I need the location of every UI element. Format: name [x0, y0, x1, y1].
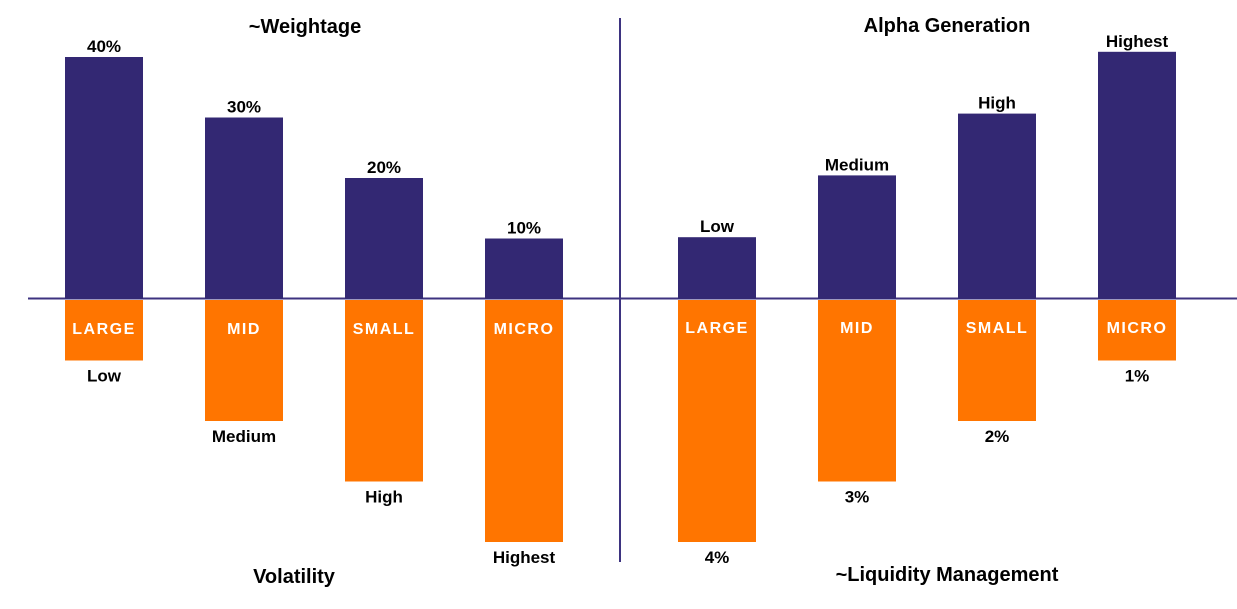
- bar-left-mid-up: [205, 117, 283, 299]
- right-top-title: Alpha Generation: [864, 15, 1031, 37]
- left-bottom-title: Volatility: [253, 566, 336, 588]
- bar-right-large-up: [678, 237, 756, 299]
- bar-label-right-small-down: 2%: [985, 427, 1010, 446]
- bar-label-left-large-up: 40%: [87, 37, 121, 56]
- bar-right-micro-up: [1098, 51, 1176, 299]
- chart-marks: 40% Low LARGE 30% Medium MID 20% High SMALL 10% Hi…: [65, 32, 1176, 567]
- bar-label-left-mid-up: 30%: [227, 98, 261, 117]
- category-label-right-large: LARGE: [685, 320, 749, 337]
- bar-right-small-up: [958, 113, 1036, 299]
- bar-left-mid-down: [205, 300, 283, 421]
- bar-label-right-mid-down: 3%: [845, 488, 870, 507]
- bar-right-micro-down: [1098, 300, 1176, 361]
- bar-label-left-small-up: 20%: [367, 158, 401, 177]
- right-bottom-title: ~Liquidity Management: [836, 564, 1059, 586]
- bar-right-large-down: [678, 300, 756, 542]
- category-label-right-mid: MID: [840, 320, 874, 337]
- category-label-left-large: LARGE: [72, 321, 136, 338]
- left-top-title: ~Weightage: [249, 16, 361, 38]
- bar-label-right-large-up: Low: [700, 217, 735, 236]
- bar-label-left-mid-down: Medium: [212, 427, 276, 446]
- bar-left-micro-up: [485, 238, 563, 299]
- bar-label-left-large-down: Low: [87, 367, 122, 386]
- category-label-left-micro: MICRO: [494, 321, 555, 338]
- bar-label-right-micro-down: 1%: [1125, 367, 1150, 386]
- bar-left-small-down: [345, 300, 423, 482]
- bar-label-left-micro-down: Highest: [493, 548, 556, 567]
- bar-label-right-small-up: High: [978, 94, 1016, 113]
- bar-label-right-micro-up: Highest: [1106, 32, 1169, 51]
- category-label-right-micro: MICRO: [1107, 320, 1168, 337]
- bar-label-right-mid-up: Medium: [825, 155, 889, 174]
- bar-right-mid-up: [818, 175, 896, 299]
- category-label-left-mid: MID: [227, 321, 261, 338]
- bar-label-left-small-down: High: [365, 488, 403, 507]
- bar-left-micro-down: [485, 300, 563, 542]
- bar-left-large-down: [65, 300, 143, 361]
- bar-right-mid-down: [818, 300, 896, 482]
- bar-label-right-large-down: 4%: [705, 548, 730, 567]
- bar-right-small-down: [958, 300, 1036, 421]
- category-label-right-small: SMALL: [966, 320, 1029, 337]
- bar-left-large-up: [65, 57, 143, 299]
- category-label-left-small: SMALL: [353, 321, 416, 338]
- bar-left-small-up: [345, 178, 423, 299]
- bar-label-left-micro-up: 10%: [507, 219, 541, 238]
